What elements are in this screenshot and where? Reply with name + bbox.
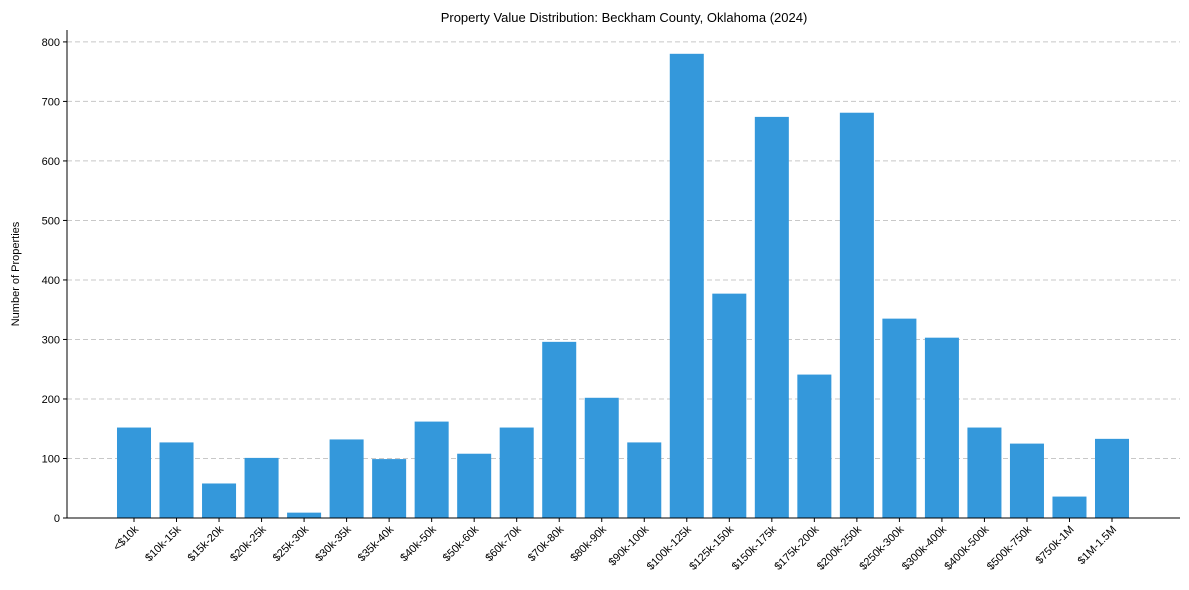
axes <box>66 30 1180 519</box>
y-tick-label: 800 <box>42 37 60 49</box>
bar <box>287 512 322 518</box>
y-tick-label: 200 <box>42 394 60 406</box>
bar <box>499 427 534 518</box>
bar <box>924 337 959 518</box>
x-tick-label: $40k-50k <box>398 523 439 564</box>
y-tick-label: 600 <box>42 156 60 168</box>
bar <box>669 53 704 519</box>
x-tick-label: $15k-20k <box>186 523 227 564</box>
x-tick-label: $175k-200k <box>772 523 821 572</box>
x-tick-label: $25k-30k <box>271 523 312 564</box>
bars <box>116 53 1130 519</box>
y-tick-label: 700 <box>42 96 60 108</box>
bar <box>712 293 747 518</box>
x-tick-label: $300k-400k <box>900 523 949 572</box>
x-tick-label: $150k-175k <box>730 523 779 572</box>
y-tick-label: 500 <box>42 215 60 227</box>
bar <box>329 439 364 518</box>
bar <box>584 397 619 518</box>
bar <box>967 427 1002 518</box>
x-tick-label: $35k-40k <box>356 523 397 564</box>
chart-title: Property Value Distribution: Beckham Cou… <box>441 10 808 25</box>
bar <box>839 112 874 518</box>
x-tick-label: $750k-1M <box>1034 524 1077 567</box>
x-tick-label: $200k-250k <box>815 523 864 572</box>
x-ticks: <$10k $10k-15k $15k-20k $20k-25k $25k-30k $30… <box>111 518 1119 573</box>
bar <box>414 421 449 518</box>
x-tick-label: $20k-25k <box>228 523 269 564</box>
bar <box>1094 438 1130 518</box>
x-tick-label: $10k-15k <box>143 523 184 564</box>
x-tick-label: <$10k <box>111 523 141 553</box>
x-tick-label: $250k-300k <box>857 523 906 572</box>
bar <box>116 427 152 518</box>
bar <box>1052 496 1087 518</box>
bar <box>542 341 577 518</box>
x-tick-label: $60k-70k <box>483 523 524 564</box>
bar <box>754 116 789 518</box>
y-tick-label: 400 <box>42 275 60 287</box>
x-tick-label: $100k-125k <box>645 523 694 572</box>
bar <box>1009 443 1044 518</box>
bar <box>882 318 917 518</box>
y-tick-label: 0 <box>54 513 60 525</box>
x-tick-label: $30k-35k <box>313 523 354 564</box>
x-tick-label: $80k-90k <box>568 523 609 564</box>
bar <box>797 374 832 518</box>
bar <box>372 459 407 518</box>
x-tick-label: $500k-750k <box>985 523 1034 572</box>
x-tick-label: $125k-150k <box>687 523 736 572</box>
grid-lines <box>67 41 1180 459</box>
x-tick-label: $400k-500k <box>942 523 991 572</box>
x-tick-label: $50k-60k <box>441 523 482 564</box>
bar <box>202 483 237 518</box>
bar <box>457 453 492 518</box>
y-axis-label: Number of Properties <box>10 221 22 326</box>
x-tick-label: $70k-80k <box>526 523 567 564</box>
x-tick-label: $1M-1.5M <box>1076 524 1120 568</box>
bar <box>244 457 279 518</box>
y-tick-label: 100 <box>42 453 60 465</box>
y-ticks: 0 100 200 300 400 500 600 700 800 <box>42 37 67 525</box>
bar <box>627 442 662 518</box>
bar <box>159 442 194 518</box>
y-tick-label: 300 <box>42 334 60 346</box>
x-tick-label: $90k-100k <box>607 523 652 568</box>
